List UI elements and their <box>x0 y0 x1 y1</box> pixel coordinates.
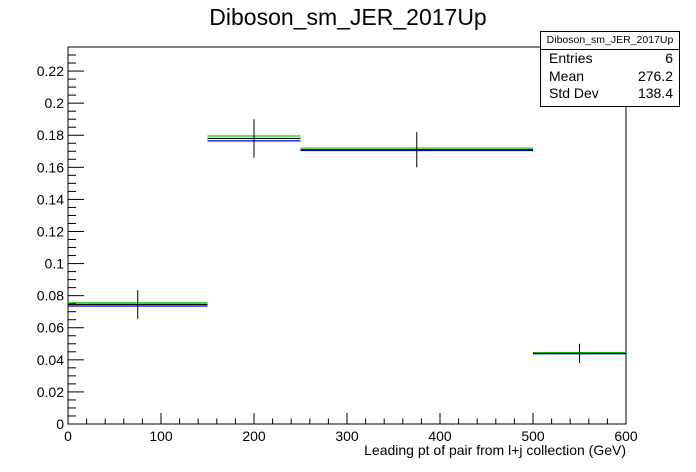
histogram-bins <box>68 119 626 364</box>
y-tick-label: 0.12 <box>37 223 64 239</box>
stats-label: Mean <box>549 67 585 84</box>
x-tick-label: 600 <box>614 428 638 444</box>
x-tick-label: 100 <box>149 428 173 444</box>
y-tick-label: 0.08 <box>37 288 64 304</box>
stats-row-stddev: Std Dev 138.4 <box>541 85 679 103</box>
y-tick-label: 0.06 <box>37 320 64 336</box>
stats-value: 138.4 <box>637 85 673 101</box>
stats-value: 6 <box>665 50 673 66</box>
y-tick-label: 0.18 <box>37 127 64 143</box>
y-tick-label: 0.16 <box>37 159 64 175</box>
x-tick-label: 400 <box>428 428 452 444</box>
x-tick-label: 300 <box>335 428 359 444</box>
y-tick-label: 0.2 <box>45 95 65 111</box>
stats-row-mean: Mean 276.2 <box>541 68 679 86</box>
y-tick-label: 0 <box>56 416 64 432</box>
stats-value: 276.2 <box>637 67 673 84</box>
x-tick-label: 0 <box>64 428 72 444</box>
x-tick-label: 200 <box>242 428 266 444</box>
stats-box: Diboson_sm_JER_2017Up Entries 6 Mean 276… <box>540 31 680 107</box>
stats-label: Entries <box>549 50 593 66</box>
axis-ticks: 0 100 200 300 400 500 600 0 0.02 0.04 0.06 0.08 0.1 0… <box>37 46 638 444</box>
stats-label: Std Dev <box>549 85 599 101</box>
y-tick-label: 0.04 <box>37 352 64 368</box>
x-tick-label: 500 <box>521 428 545 444</box>
stats-row-entries: Entries 6 <box>541 50 679 68</box>
y-tick-label: 0.14 <box>37 191 64 207</box>
chart-title: Diboson_sm_JER_2017Up <box>209 4 487 30</box>
y-tick-label: 0.22 <box>37 63 64 79</box>
y-tick-label: 0.1 <box>45 256 65 272</box>
y-tick-label: 0.02 <box>37 384 64 400</box>
x-axis-label: Leading pt of pair from l+j collection (… <box>364 442 626 458</box>
stats-box-title: Diboson_sm_JER_2017Up <box>541 32 679 50</box>
